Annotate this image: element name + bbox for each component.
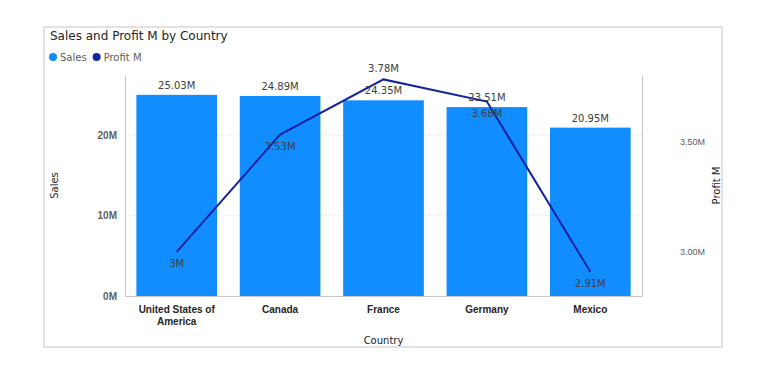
tick: Canada — [262, 304, 299, 315]
tick-label: United States ofAmerica — [139, 304, 216, 327]
bar — [343, 100, 424, 296]
tick-label: 3.00M — [680, 247, 705, 257]
legend-swatch — [93, 53, 101, 61]
data-label: 2.91M — [575, 278, 606, 289]
chart: Sales and Profit M by Country Sales Profit… — [0, 0, 770, 380]
legend: Sales Profit M — [49, 52, 142, 63]
bar — [447, 107, 528, 296]
bar — [136, 95, 217, 296]
bar — [240, 96, 321, 296]
data-label: 20.95M — [572, 113, 609, 124]
tick-label: 10M — [98, 210, 117, 221]
tick-label: Germany — [465, 304, 509, 315]
tick: Germany — [465, 304, 509, 315]
tick: 3.50M — [642, 137, 705, 147]
data-label: 25.03M — [158, 80, 195, 91]
title: Sales and Profit M by Country — [50, 29, 228, 43]
tick: 0M — [103, 291, 125, 302]
tick-label: France — [367, 304, 400, 315]
tick: 20M — [98, 130, 125, 141]
tick-label: 20M — [98, 130, 117, 141]
legend-label: Sales — [60, 52, 87, 63]
visual-frame — [44, 27, 722, 347]
x-axis: United States ofAmerica Canada France Germa… — [126, 297, 643, 327]
axis-line — [642, 76, 643, 297]
data-labels: 25.03M 24.89M 24.35M 23.51M 20.95M 3M 3.53M 3.7… — [158, 63, 609, 288]
axis-line — [125, 76, 126, 297]
axis-line — [126, 296, 643, 297]
line — [177, 79, 591, 271]
tick: United States ofAmerica — [139, 304, 216, 327]
y-axis: 0M 10M 20M — [98, 76, 126, 302]
x-axis-title: Country — [364, 335, 404, 346]
y2-axis: 3.00M 3.50M — [642, 76, 705, 297]
tick: Mexico — [573, 304, 607, 315]
data-label: 3M — [169, 258, 184, 269]
data-label: 3.68M — [471, 108, 502, 119]
data-label: 3.53M — [265, 141, 296, 152]
legend-swatch — [49, 53, 57, 61]
tick: 3.00M — [642, 247, 705, 257]
tick: France — [367, 304, 400, 315]
tick-label: Mexico — [573, 304, 607, 315]
data-label: 3.78M — [368, 63, 399, 74]
tick-label: Canada — [262, 304, 299, 315]
tick: 10M — [98, 210, 125, 221]
y-axis-title: Sales — [49, 172, 60, 199]
y2-axis-title: Profit M — [711, 167, 722, 205]
data-label: 24.35M — [365, 85, 402, 96]
tick-label: 3.50M — [680, 137, 705, 147]
data-label: 24.89M — [261, 81, 298, 92]
tick-label: 0M — [103, 291, 117, 302]
marks — [136, 79, 630, 296]
data-label: 23.51M — [468, 92, 505, 103]
legend-label: Profit M — [104, 52, 142, 63]
